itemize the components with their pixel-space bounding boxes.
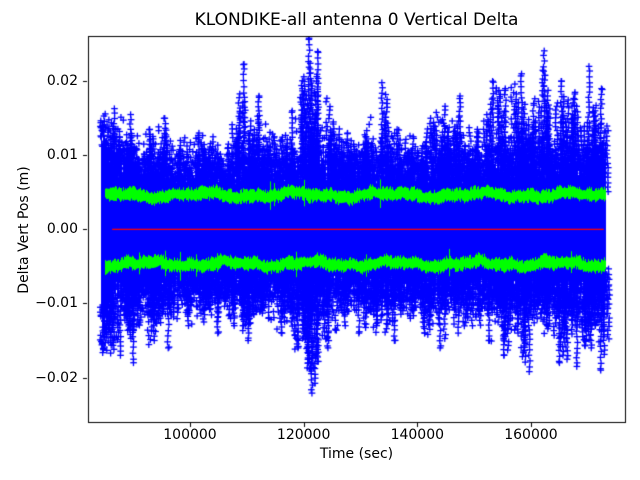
x-tick-label: 100000: [163, 427, 217, 443]
y-tick-label: 0.02: [46, 73, 78, 90]
y-axis-label: Delta Vert Pos (m): [16, 166, 32, 294]
chart-title: KLONDIKE-all antenna 0 Vertical Delta: [194, 10, 519, 30]
x-tick-label: 160000: [504, 427, 558, 443]
x-tick-label: 140000: [390, 427, 445, 443]
y-tick-label: −0.02: [35, 369, 78, 386]
y-tick-label: −0.01: [35, 295, 78, 312]
y-tick-label: 0.00: [46, 221, 78, 238]
y-tick-label: 0.01: [46, 147, 78, 164]
x-tick-label: 120000: [276, 427, 331, 443]
x-axis-label: Time (sec): [319, 446, 394, 462]
